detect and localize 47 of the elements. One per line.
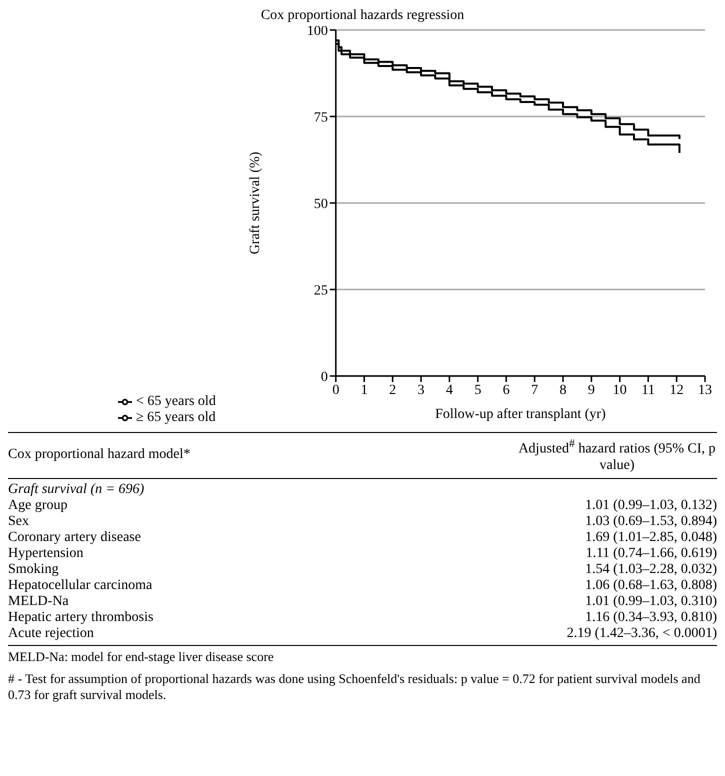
x-tick-label: 10	[612, 382, 627, 398]
legend-label: ≥ 65 years old	[136, 410, 216, 425]
x-tick-label: 5	[474, 382, 482, 398]
text: Cox proportional hazard model*	[8, 447, 190, 464]
text: 1.06 (0.68–1.63, 0.808)	[585, 578, 717, 594]
x-tick-label: 0	[332, 382, 340, 398]
text: 1.54 (1.03–2.28, 0.032)	[585, 562, 717, 578]
text: Hypertension	[8, 546, 84, 562]
x-tick-label: 11	[641, 382, 655, 398]
text: Age group	[8, 498, 68, 514]
text: Sex	[8, 514, 29, 530]
y-tick-label: 25	[314, 283, 328, 298]
text: Hepatic artery thrombosis	[8, 610, 154, 626]
x-tick-label: 13	[698, 382, 712, 398]
text: 2.19 (1.42–3.36, < 0.0001)	[566, 626, 717, 642]
y-tick-label: 75	[314, 110, 328, 126]
x-tick-label: 3	[418, 382, 425, 398]
text: # - Test for assumption of proportional hazards was done using Schoenfeld's residuals: p value = 0.72 for patient survival models and 0.73 for graft survival models.	[8, 670, 700, 702]
text: Graft survival (n = 696)	[8, 482, 144, 497]
x-tick-label: 4	[446, 382, 453, 398]
x-tick-label: 1	[360, 382, 368, 398]
text: Adjusted$^{#}$ hazard ratios (95% CI, p value)	[517, 437, 717, 474]
legend-label: < 65 years old	[136, 394, 216, 409]
x-tick-label: 8	[560, 382, 567, 398]
text: 1.11 (0.74–1.66, 0.619)	[586, 546, 717, 562]
y-tick-label: 100	[306, 24, 328, 39]
y-tick-label: 0	[320, 370, 328, 385]
x-tick-label: 9	[588, 382, 595, 398]
x-tick-label: 6	[502, 382, 510, 398]
y-tick-label: 50	[314, 196, 328, 212]
chart-title: Cox proportional hazards regression	[260, 8, 466, 24]
text: Hepatocellular carcinoma	[8, 578, 152, 594]
text: 1.16 (0.34–3.93, 0.810)	[585, 610, 717, 626]
text: 1.01 (0.99–1.03, 0.310)	[585, 594, 717, 610]
x-tick-label: 7	[531, 382, 538, 398]
y-axis-title: Graft survival (%)	[248, 151, 263, 254]
text: MELD-Na	[8, 594, 69, 610]
text: MELD-Na: model for end-stage liver disease score	[8, 648, 274, 664]
text: Smoking	[8, 562, 59, 578]
text: 1.03 (0.69–1.53, 0.894)	[585, 514, 717, 530]
text: Coronary artery disease	[8, 530, 141, 546]
x-tick-label: 2	[389, 382, 396, 398]
text: Acute rejection	[8, 626, 94, 642]
x-tick-label: 12	[670, 382, 684, 398]
text: 1.69 (1.01–2.85, 0.048)	[585, 530, 717, 546]
x-axis-title: Follow-up after transplant (yr)	[435, 407, 606, 422]
text: 1.01 (0.99–1.03, 0.132)	[585, 498, 717, 514]
